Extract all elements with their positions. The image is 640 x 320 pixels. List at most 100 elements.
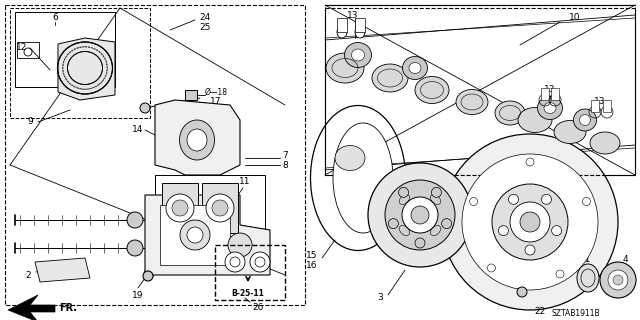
Text: 26: 26 [252,303,264,313]
Ellipse shape [538,97,563,119]
Text: FR.: FR. [59,303,77,313]
Circle shape [517,287,527,297]
Circle shape [541,194,552,204]
Circle shape [499,226,508,236]
Ellipse shape [577,264,599,292]
Ellipse shape [544,102,556,114]
Circle shape [385,180,455,250]
Circle shape [225,252,245,272]
Ellipse shape [415,76,449,103]
Text: 10: 10 [569,13,580,22]
Text: SZTAB1911B: SZTAB1911B [552,309,600,318]
Circle shape [411,206,429,224]
Circle shape [509,194,518,204]
Text: 21: 21 [579,255,591,265]
Polygon shape [35,258,90,282]
Text: 9: 9 [27,117,33,126]
Bar [355,18,365,32]
Text: 5: 5 [487,143,493,153]
Circle shape [462,154,598,290]
Text: 25: 25 [199,23,211,33]
Bar [603,100,611,112]
Ellipse shape [409,62,421,74]
Text: 11: 11 [239,178,251,187]
Bar [337,18,347,32]
Circle shape [127,240,143,256]
Ellipse shape [179,120,214,160]
Polygon shape [145,195,270,275]
Bar [160,205,230,265]
Circle shape [206,194,234,222]
Ellipse shape [554,121,586,143]
Text: 15: 15 [307,251,317,260]
Bar [155,175,265,240]
Bar [10,8,150,118]
Circle shape [415,238,425,248]
Circle shape [172,200,188,216]
Text: 19: 19 [132,291,144,300]
Circle shape [552,226,562,236]
Ellipse shape [337,26,347,38]
Circle shape [143,271,153,281]
Circle shape [608,270,628,290]
Text: 12: 12 [16,44,28,52]
Circle shape [228,233,252,257]
Text: Ø—18: Ø—18 [205,87,228,97]
Circle shape [520,212,540,232]
Bar [202,183,238,233]
Text: 7: 7 [282,150,288,159]
Circle shape [442,219,452,229]
Bar [551,88,559,100]
Ellipse shape [326,53,364,83]
Text: 20: 20 [359,213,371,222]
Polygon shape [58,38,115,100]
Circle shape [613,275,623,285]
Bar [541,88,549,100]
Ellipse shape [355,26,365,38]
Circle shape [140,103,150,113]
Ellipse shape [344,43,371,68]
Circle shape [166,194,194,222]
Circle shape [402,197,438,233]
Text: 14: 14 [132,125,143,134]
Circle shape [250,252,270,272]
Ellipse shape [573,109,596,131]
Ellipse shape [518,108,552,132]
Circle shape [388,219,398,229]
Text: 13: 13 [595,98,605,107]
Text: 6: 6 [52,13,58,22]
Ellipse shape [372,64,408,92]
Text: 8: 8 [282,161,288,170]
Bar [17,42,39,58]
Text: 13: 13 [348,11,359,20]
Polygon shape [155,100,240,175]
Circle shape [431,187,442,197]
Circle shape [600,262,636,298]
Text: B-25-11: B-25-11 [232,289,264,298]
Ellipse shape [187,129,207,151]
Text: 23: 23 [355,171,365,180]
Circle shape [212,200,228,216]
Bar [185,90,197,100]
Text: 4: 4 [622,255,628,265]
Ellipse shape [579,115,591,125]
Ellipse shape [351,49,365,61]
Circle shape [492,184,568,260]
Bar [15,12,115,87]
Circle shape [127,212,143,228]
Bar [591,100,599,112]
Polygon shape [8,295,55,320]
Circle shape [368,163,472,267]
Ellipse shape [456,90,488,115]
Circle shape [399,187,408,197]
Bar [162,183,198,233]
Text: 3: 3 [377,293,383,302]
Circle shape [187,227,203,243]
Text: 16: 16 [307,260,317,269]
Text: 17: 17 [210,98,221,107]
Text: 24: 24 [200,13,211,22]
Ellipse shape [335,146,365,171]
Circle shape [525,245,535,255]
Text: 13: 13 [544,85,556,94]
Text: 2: 2 [25,270,31,279]
